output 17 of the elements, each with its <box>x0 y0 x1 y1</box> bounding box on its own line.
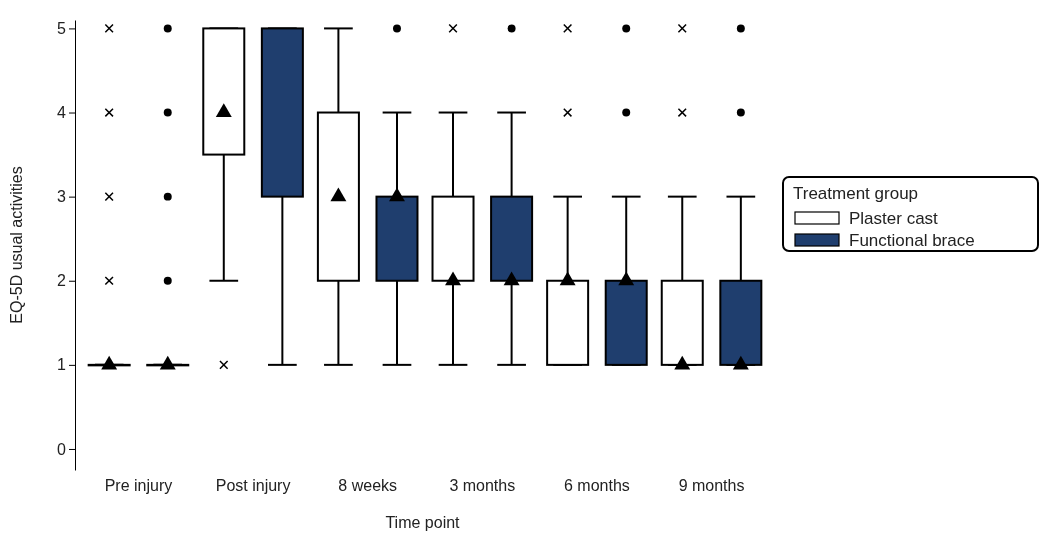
y-axis-title: EQ-5D usual activities <box>8 166 25 324</box>
x-tick-label: 6 months <box>564 477 630 495</box>
x-tick-label: 8 weeks <box>338 477 398 495</box>
legend-label: Plaster cast <box>849 209 939 228</box>
x-tick-label: Post injury <box>215 477 291 495</box>
y-tick-label: 4 <box>57 104 67 122</box>
x-tick-label: Pre injury <box>104 477 173 495</box>
x-axis-title: Time point <box>385 514 461 531</box>
y-tick-label: 0 <box>57 440 67 458</box>
x-tick-label: 9 months <box>678 477 745 495</box>
y-tick-label: 3 <box>57 188 67 206</box>
y-tick-label: 5 <box>57 20 67 38</box>
y-tick-label: 1 <box>57 356 67 374</box>
x-tick-label: 3 months <box>449 477 516 495</box>
y-tick-label: 2 <box>57 272 67 290</box>
legend-title: Treatment group <box>793 184 919 203</box>
legend-label: Functional brace <box>849 231 975 250</box>
